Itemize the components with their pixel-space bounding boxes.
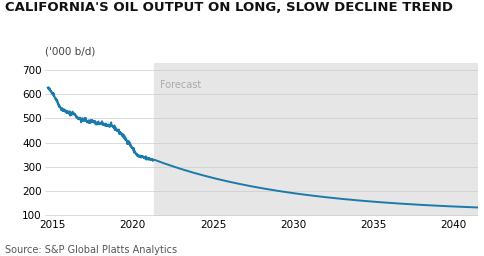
Text: Source: S&P Global Platts Analytics: Source: S&P Global Platts Analytics [5,246,177,255]
Bar [153,63,484,216]
Text: ('000 b/d): ('000 b/d) [45,47,95,57]
Text: CALIFORNIA'S OIL OUTPUT ON LONG, SLOW DECLINE TREND: CALIFORNIA'S OIL OUTPUT ON LONG, SLOW DE… [5,1,453,14]
Text: Forecast: Forecast [160,80,201,90]
